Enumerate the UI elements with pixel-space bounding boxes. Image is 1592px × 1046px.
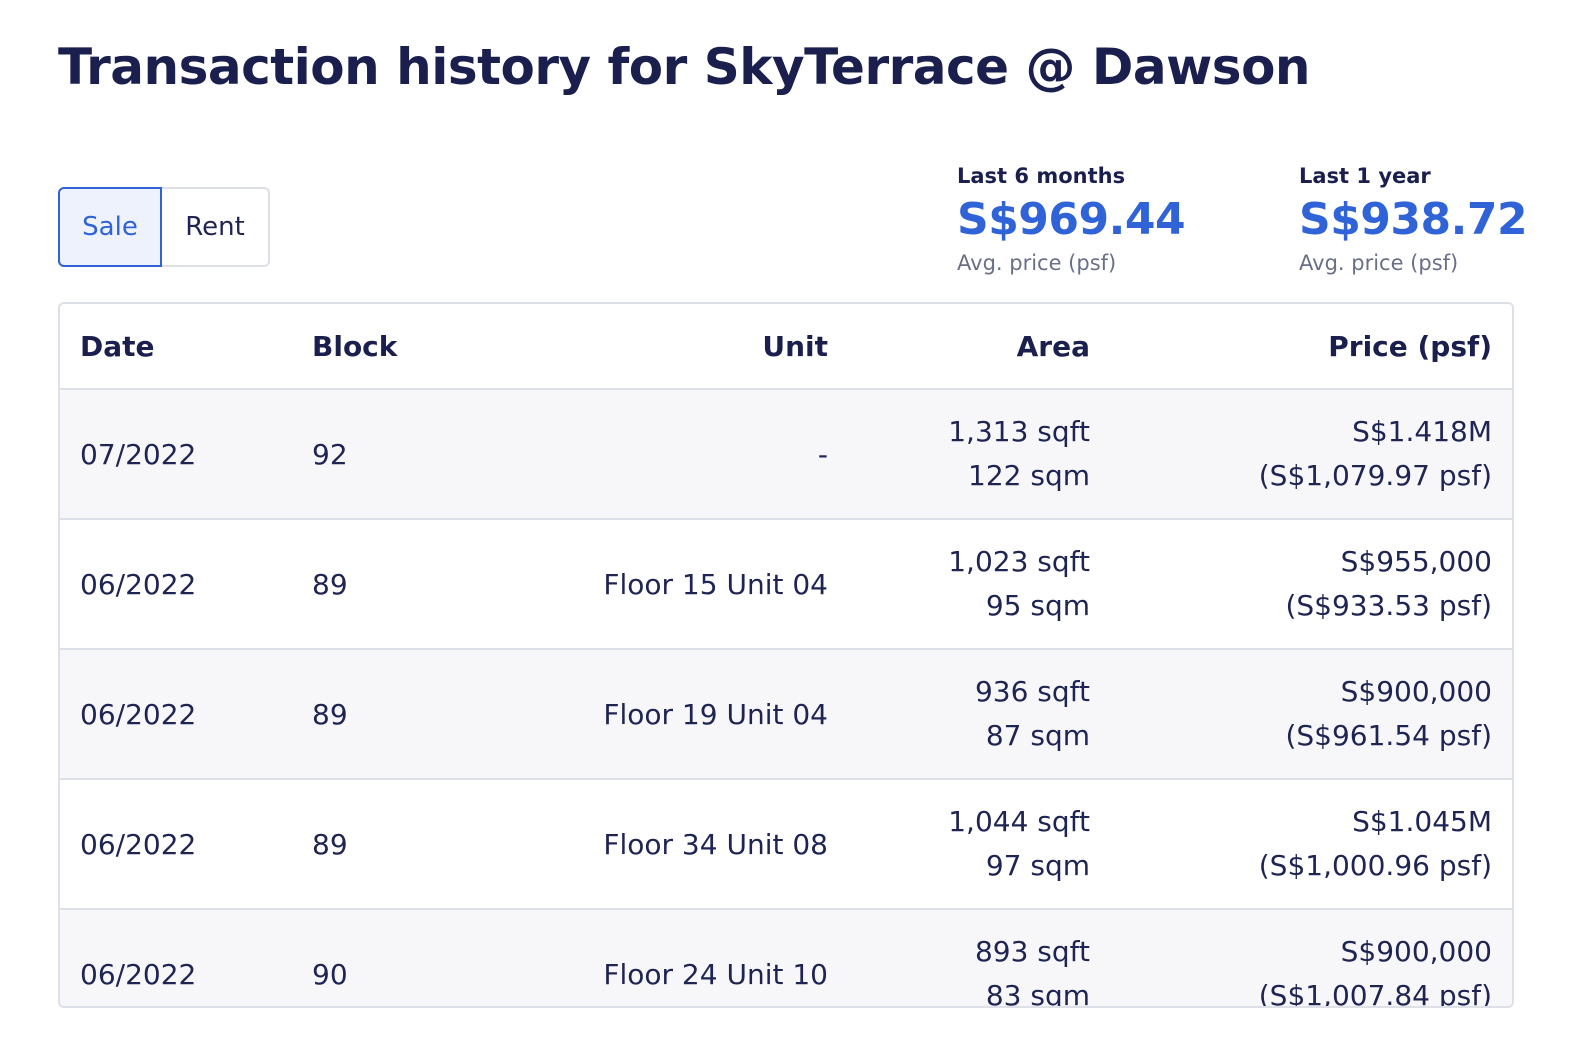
sale-rent-toggle: Sale Rent bbox=[58, 187, 270, 267]
stat-last-6-months: Last 6 months S$969.44 Avg. price (psf) bbox=[957, 160, 1186, 275]
stat-avg-price-value: S$938.72 bbox=[1299, 194, 1528, 245]
area-cell: 936 sqft 87 sqm bbox=[848, 649, 1110, 780]
date-cell: 06/2022 bbox=[60, 649, 292, 780]
price-cell: S$1.418M (S$1,079.97 psf) bbox=[1110, 389, 1512, 520]
area-sqft: 1,044 sqft bbox=[948, 805, 1090, 838]
table-row: 06/2022 89 Floor 34 Unit 08 1,044 sqft 9… bbox=[60, 779, 1512, 910]
price-cell: S$900,000 (S$961.54 psf) bbox=[1110, 649, 1512, 780]
area-cell: 1,023 sqft 95 sqm bbox=[848, 519, 1110, 650]
area-sqm: 97 sqm bbox=[985, 849, 1090, 882]
unit-cell: Floor 34 Unit 08 bbox=[552, 779, 848, 910]
area-sqm: 122 sqm bbox=[968, 459, 1090, 492]
column-header-area: Area bbox=[848, 304, 1110, 390]
block-cell: 89 bbox=[292, 519, 552, 650]
unit-cell: - bbox=[552, 389, 848, 520]
block-cell: 90 bbox=[292, 909, 552, 1006]
transactions-table: Date Block Unit Area Price (psf) 07/2022… bbox=[60, 304, 1512, 1008]
area-sqft: 893 sqft bbox=[974, 935, 1090, 968]
price-total: S$1.418M bbox=[1352, 415, 1492, 448]
column-header-unit: Unit bbox=[552, 304, 848, 390]
table-row: 06/2022 90 Floor 24 Unit 10 893 sqft 83 … bbox=[60, 909, 1512, 1008]
table-row: 06/2022 89 Floor 15 Unit 04 1,023 sqft 9… bbox=[60, 519, 1512, 650]
stat-period-label: Last 1 year bbox=[1299, 164, 1431, 188]
area-cell: 1,044 sqft 97 sqm bbox=[848, 779, 1110, 910]
table-row: 06/2022 89 Floor 19 Unit 04 936 sqft 87 … bbox=[60, 649, 1512, 780]
area-sqm: 87 sqm bbox=[985, 719, 1090, 752]
stat-period-label: Last 6 months bbox=[957, 164, 1126, 188]
table-row: 07/2022 92 - 1,313 sqft 122 sqm S$1.418M… bbox=[60, 389, 1512, 520]
unit-cell: Floor 15 Unit 04 bbox=[552, 519, 848, 650]
unit-cell: Floor 19 Unit 04 bbox=[552, 649, 848, 780]
page-title: Transaction history for SkyTerrace @ Daw… bbox=[58, 38, 1311, 96]
price-psf: (S$1,000.96 psf) bbox=[1258, 849, 1492, 882]
table-header-row: Date Block Unit Area Price (psf) bbox=[60, 304, 1512, 390]
price-cell: S$900,000 (S$1,007.84 psf) bbox=[1110, 909, 1512, 1008]
column-header-block: Block bbox=[292, 304, 552, 390]
price-psf: (S$1,079.97 psf) bbox=[1258, 459, 1492, 492]
price-total: S$900,000 bbox=[1340, 675, 1492, 708]
price-cell: S$1.045M (S$1,000.96 psf) bbox=[1110, 779, 1512, 910]
date-cell: 06/2022 bbox=[60, 519, 292, 650]
area-sqft: 1,313 sqft bbox=[948, 415, 1090, 448]
area-cell: 1,313 sqft 122 sqm bbox=[848, 389, 1110, 520]
block-cell: 89 bbox=[292, 779, 552, 910]
stat-avg-price-value: S$969.44 bbox=[957, 194, 1186, 245]
stat-caption: Avg. price (psf) bbox=[957, 251, 1117, 275]
sale-tab[interactable]: Sale bbox=[58, 187, 162, 267]
stat-last-1-year: Last 1 year S$938.72 Avg. price (psf) bbox=[1299, 160, 1528, 275]
column-header-date: Date bbox=[60, 304, 292, 390]
price-cell: S$955,000 (S$933.53 psf) bbox=[1110, 519, 1512, 650]
unit-cell: Floor 24 Unit 10 bbox=[552, 909, 848, 1006]
area-sqm: 83 sqm bbox=[985, 979, 1090, 1008]
price-total: S$1.045M bbox=[1352, 805, 1492, 838]
area-cell: 893 sqft 83 sqm bbox=[848, 909, 1110, 1008]
date-cell: 06/2022 bbox=[60, 909, 292, 1006]
date-cell: 06/2022 bbox=[60, 779, 292, 910]
price-total: S$900,000 bbox=[1340, 935, 1492, 968]
rent-tab[interactable]: Rent bbox=[162, 187, 270, 267]
area-sqm: 95 sqm bbox=[985, 589, 1090, 622]
price-total: S$955,000 bbox=[1340, 545, 1492, 578]
price-psf: (S$933.53 psf) bbox=[1285, 589, 1492, 622]
column-header-price: Price (psf) bbox=[1110, 304, 1512, 390]
area-sqft: 936 sqft bbox=[974, 675, 1090, 708]
table-body: 07/2022 92 - 1,313 sqft 122 sqm S$1.418M… bbox=[60, 389, 1512, 1008]
area-sqft: 1,023 sqft bbox=[948, 545, 1090, 578]
transactions-table-container[interactable]: Date Block Unit Area Price (psf) 07/2022… bbox=[58, 302, 1514, 1008]
price-psf: (S$961.54 psf) bbox=[1285, 719, 1492, 752]
block-cell: 92 bbox=[292, 389, 552, 520]
block-cell: 89 bbox=[292, 649, 552, 780]
date-cell: 07/2022 bbox=[60, 389, 292, 520]
price-psf: (S$1,007.84 psf) bbox=[1258, 979, 1492, 1008]
stat-caption: Avg. price (psf) bbox=[1299, 251, 1459, 275]
